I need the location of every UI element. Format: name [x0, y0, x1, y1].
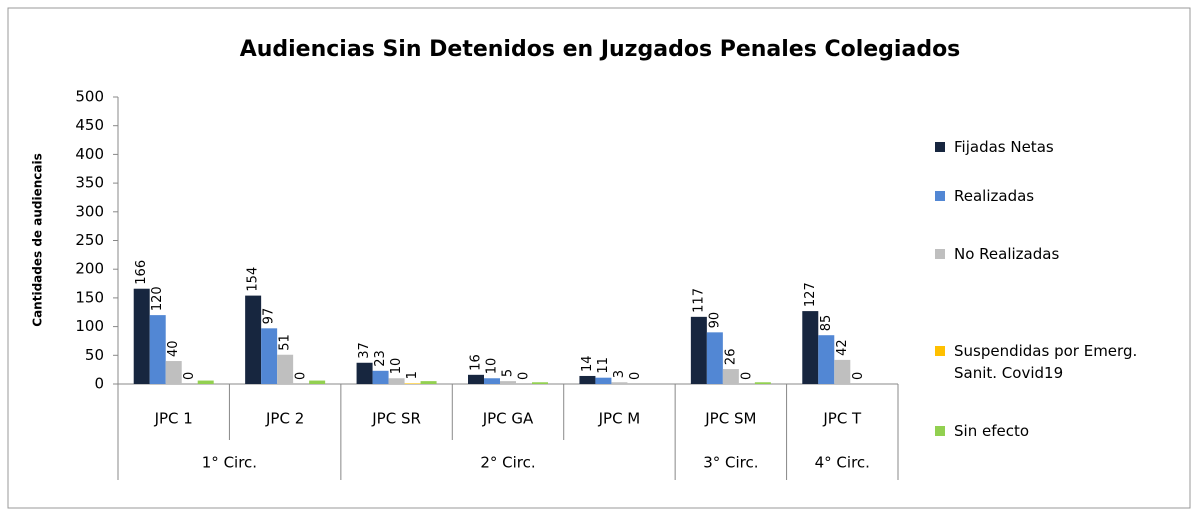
y-tick-label: 250 [75, 231, 104, 249]
data-label: 120 [150, 286, 165, 311]
data-label: 0 [182, 372, 197, 380]
y-axis-label: Cantidades de audiencais [31, 153, 45, 326]
data-label: 85 [819, 315, 834, 332]
data-label: 10 [389, 358, 404, 375]
data-label: 11 [596, 357, 611, 374]
bar [404, 383, 421, 384]
bar [372, 370, 389, 384]
data-label: 23 [373, 350, 388, 367]
legend-swatch [935, 426, 945, 436]
y-tick-label: 200 [75, 260, 104, 278]
bar [500, 381, 516, 384]
data-label: 10 [485, 358, 500, 375]
bar [690, 316, 707, 384]
bar [484, 378, 500, 384]
x-tick-label: JPC 2 [265, 410, 304, 428]
y-tick-label: 450 [75, 116, 104, 134]
y-tick-label: 500 [75, 88, 104, 106]
data-label: 40 [166, 340, 181, 357]
y-tick-label: 350 [75, 174, 104, 192]
data-label: 0 [851, 372, 866, 380]
bar [468, 374, 484, 384]
bar [579, 375, 596, 384]
data-label: 51 [278, 334, 293, 351]
y-tick-label: 0 [94, 375, 104, 393]
data-label: 0 [739, 372, 754, 380]
legend-label: Sin efecto [954, 422, 1029, 440]
bar [802, 311, 819, 384]
bar [245, 295, 262, 384]
legend-label: Suspendidas por Emerg. Sanit. Covid19 [954, 342, 1137, 382]
data-label: 97 [262, 308, 277, 325]
bar [706, 332, 723, 384]
group-label: 3° Circ. [703, 454, 758, 472]
bar [309, 380, 326, 384]
data-label: 154 [246, 267, 261, 292]
legend-swatch [935, 346, 945, 356]
group-label: 1° Circ. [202, 454, 257, 472]
data-label: 14 [580, 355, 595, 372]
legend-label: No Realizadas [954, 245, 1059, 263]
legend-label: Fijadas Netas [954, 138, 1054, 156]
x-tick-label: JPC 1 [154, 410, 193, 428]
bar [388, 378, 405, 384]
data-label: 5 [501, 369, 516, 377]
data-label: 166 [134, 260, 149, 285]
data-label: 0 [517, 372, 532, 380]
bar [356, 362, 373, 384]
bar [722, 369, 739, 384]
x-tick-label: JPC M [598, 410, 641, 428]
data-label: 37 [357, 342, 372, 359]
data-label: 3 [612, 370, 627, 378]
y-tick-label: 150 [75, 288, 104, 306]
bar [595, 377, 612, 384]
bar [420, 381, 437, 384]
y-tick-label: 50 [85, 346, 104, 364]
bar [261, 328, 278, 384]
bar [277, 354, 294, 384]
x-tick-label: JPC T [822, 410, 862, 428]
data-label: 0 [294, 372, 309, 380]
x-tick-label: JPC SR [371, 410, 421, 428]
data-label: 90 [707, 312, 722, 329]
data-label: 16 [469, 354, 484, 371]
y-tick-label: 100 [75, 317, 104, 335]
data-label: 127 [803, 282, 818, 307]
bar [834, 359, 851, 384]
y-tick-label: 400 [75, 145, 104, 163]
chart-border [7, 7, 1191, 509]
group-label: 2° Circ. [480, 454, 535, 472]
bar [754, 382, 771, 384]
legend-label: Realizadas [954, 187, 1034, 205]
bar [149, 315, 166, 384]
data-label: 117 [691, 288, 706, 313]
chart-title: Audiencias Sin Detenidos en Juzgados Pen… [240, 37, 961, 62]
data-label: 1 [405, 371, 420, 379]
group-label: 4° Circ. [815, 454, 870, 472]
x-tick-label: JPC GA [482, 410, 534, 428]
data-label: 0 [628, 372, 643, 380]
data-label: 42 [835, 339, 850, 356]
bar [165, 361, 182, 384]
legend-swatch [935, 191, 945, 201]
bar [532, 382, 548, 384]
bar [197, 380, 214, 384]
bar [818, 335, 835, 384]
y-tick-label: 300 [75, 202, 104, 220]
bar [611, 382, 628, 384]
x-tick-label: JPC SM [704, 410, 756, 428]
bar [133, 288, 150, 384]
legend-swatch [935, 249, 945, 259]
legend-swatch [935, 142, 945, 152]
data-label: 26 [723, 349, 738, 366]
